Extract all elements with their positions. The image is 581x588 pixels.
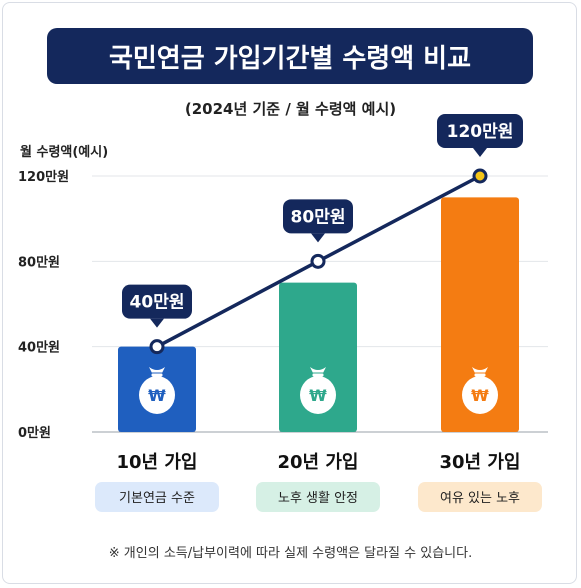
category-tag-label: 여유 있는 노후: [440, 491, 520, 506]
data-label: 80만원: [291, 207, 346, 227]
footnote: ※ 개인의 소득/납부이력에 따라 실제 수령액은 달라질 수 있습니다.: [108, 546, 473, 561]
category-tag: [95, 482, 219, 512]
category-tag: [256, 482, 380, 512]
category-tag-label: 노후 생활 안정: [278, 491, 358, 506]
data-label-bubble: [437, 114, 523, 148]
bar: [279, 282, 357, 432]
svg-text:₩: ₩: [309, 386, 327, 405]
page-subtitle: (2024년 기준 / 월 수령액 예시): [184, 100, 397, 118]
page-title: 국민연금 가입기간별 수령액 비교: [47, 28, 533, 84]
line-point: [472, 168, 488, 184]
data-label: 40만원: [130, 293, 185, 313]
data-label-bubble: [122, 284, 192, 319]
data-label-bubble: [283, 199, 353, 234]
y-tick-label: 120만원: [18, 169, 69, 185]
svg-text:₩: ₩: [471, 386, 489, 405]
line-point: [149, 339, 165, 355]
money-bag-won-icon: ₩: [139, 367, 175, 414]
data-label-pointer: [150, 318, 164, 328]
data-label: 120만원: [447, 122, 514, 142]
line-point: [310, 253, 326, 269]
x-tick-label: 30년 가입: [440, 451, 521, 473]
category-tag: [418, 482, 542, 512]
y-tick-label: 80만원: [18, 254, 60, 270]
money-bag-won-icon: ₩: [300, 367, 336, 414]
x-tick-label: 20년 가입: [278, 451, 359, 473]
x-tick-label: 10년 가입: [117, 451, 198, 473]
chart: 0만원 40만원 80만원 120만원 ₩ ₩ ₩40만원 80만원 120만원 10년 가입 20…: [18, 114, 548, 512]
bar: [441, 197, 519, 432]
y-tick-label: 0만원: [18, 425, 51, 441]
data-label-pointer: [473, 148, 487, 157]
category-tag-label: 기본연금 수준: [119, 491, 195, 506]
y-tick-label: 40만원: [18, 340, 60, 356]
money-bag-won-icon: ₩: [462, 367, 498, 414]
data-label-pointer: [311, 233, 325, 243]
y-axis-label: 월 수령액(예시): [20, 145, 109, 160]
svg-text:₩: ₩: [148, 386, 166, 405]
